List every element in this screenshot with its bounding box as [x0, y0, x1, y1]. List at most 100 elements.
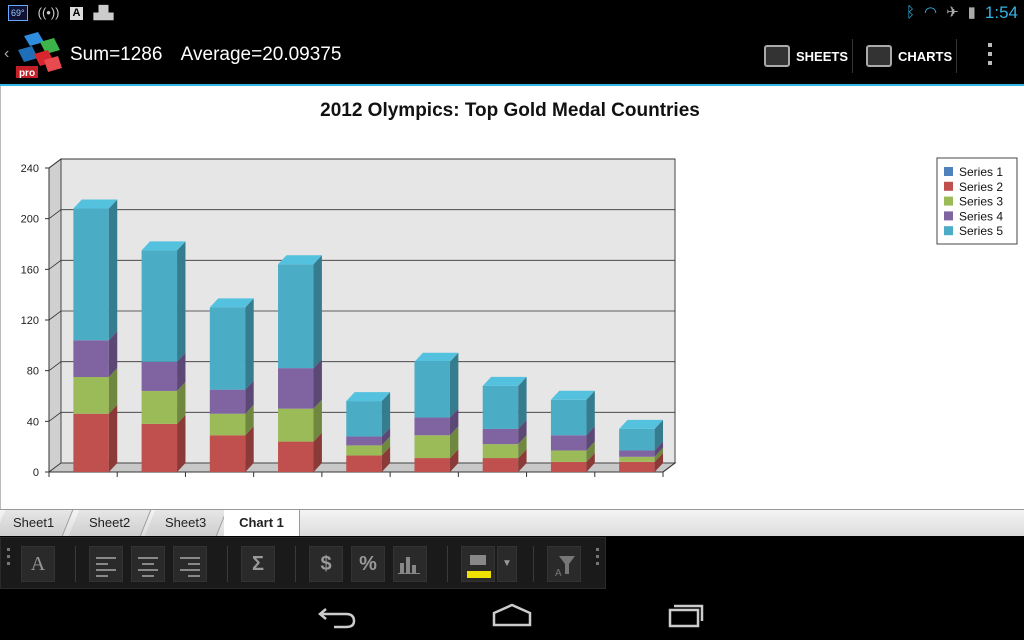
bar-segment-side — [654, 452, 664, 472]
tab-chart1[interactable]: Chart 1 — [224, 510, 300, 536]
bar-segment — [278, 264, 314, 369]
gridline — [48, 158, 675, 169]
floor-edge — [662, 462, 676, 473]
bar-segment-side — [449, 426, 459, 459]
highlight-dropdown-icon[interactable]: ▼ — [497, 546, 517, 582]
bar-segment-side — [245, 426, 254, 472]
stacked-bar-chart[interactable]: 2012 Olympics: Top Gold Medal Countries 0… — [1, 86, 1023, 510]
bar-segment — [550, 450, 587, 462]
bar-segment-side — [381, 427, 391, 446]
bar-segment-side — [654, 441, 664, 457]
battery-icon: ▮ — [967, 4, 976, 21]
legend-entry: Series 1 — [959, 165, 1003, 179]
toolbar-grip-left[interactable] — [4, 544, 12, 584]
bar-segment-side — [654, 419, 664, 451]
gridline — [48, 310, 675, 321]
align-left-button[interactable] — [89, 546, 123, 582]
insert-chart-button[interactable] — [393, 546, 427, 582]
legend-swatch — [944, 167, 953, 176]
tab-sheet3[interactable]: Sheet3 — [144, 510, 228, 536]
bar-top — [141, 241, 186, 251]
bar-segment — [209, 307, 246, 390]
bar-segment-side — [518, 376, 527, 429]
bar-top — [346, 392, 391, 402]
bar-segment — [209, 389, 246, 414]
align-right-button[interactable] — [173, 546, 207, 582]
bar-segment — [73, 340, 109, 377]
toolbar-grip-right[interactable] — [593, 544, 601, 584]
app-logo-icon[interactable]: pro — [14, 32, 62, 80]
bar-segment — [414, 417, 450, 436]
sort-filter-button[interactable]: A — [547, 546, 581, 582]
bar-top — [414, 352, 459, 362]
charts-icon — [866, 45, 892, 67]
bar-segment — [346, 401, 382, 437]
divider — [852, 39, 853, 73]
y-tick-label: 0 — [33, 467, 39, 479]
font-format-button[interactable]: A — [21, 546, 55, 582]
recent-apps-icon[interactable] — [664, 601, 708, 629]
selection-summary: Sum=1286 Average=20.09375 — [70, 44, 355, 66]
bar-segment — [619, 456, 655, 462]
sum-text: Sum=1286 — [70, 44, 163, 65]
status-bar: 69° ((•)) A ▟▙ ᛒ ◠ ✈ ▮ 1:54 — [0, 0, 1024, 27]
bar-segment — [414, 458, 450, 472]
sheets-button[interactable]: SHEETS — [764, 37, 848, 75]
bar-segment — [482, 458, 519, 472]
highlight-color-button[interactable] — [461, 546, 495, 582]
charts-label: CHARTS — [898, 48, 953, 64]
bar-segment — [619, 450, 655, 457]
highlighter-icon — [467, 555, 491, 578]
sheets-icon — [764, 45, 790, 67]
y-tick-label: 240 — [21, 163, 39, 175]
bar-segment — [550, 399, 587, 436]
wifi-icon: ◠ — [923, 4, 938, 21]
y-tick-label: 40 — [27, 416, 39, 428]
bar-top — [278, 255, 322, 265]
bar-segment — [619, 428, 655, 451]
bar-segment-side — [586, 426, 595, 451]
bar-segment — [141, 361, 178, 391]
currency-format-button[interactable]: $ — [309, 546, 343, 582]
gridline — [48, 259, 675, 270]
back-icon[interactable] — [316, 601, 360, 629]
align-center-button[interactable] — [131, 546, 165, 582]
bluetooth-icon: ᛒ — [905, 4, 915, 21]
bar-segment-side — [177, 381, 186, 424]
bar-segment — [414, 361, 450, 418]
bar-segment-side — [177, 414, 186, 472]
back-chevron-icon[interactable]: ‹ — [4, 45, 10, 62]
navigation-bar — [0, 589, 1024, 640]
percent-format-button[interactable]: % — [351, 546, 385, 582]
y-tick-label: 80 — [27, 366, 39, 378]
legend-entry: Series 3 — [959, 195, 1003, 209]
tab-sheet2[interactable]: Sheet2 — [68, 510, 152, 536]
bar-segment-side — [518, 419, 527, 445]
bar-segment-side — [586, 452, 595, 472]
bar-segment — [482, 444, 519, 459]
bar-segment-side — [245, 298, 254, 390]
bar-segment — [73, 377, 109, 414]
autosum-button[interactable]: Σ — [241, 546, 275, 582]
bar-segment-side — [108, 404, 118, 472]
bar-segment-side — [381, 436, 391, 456]
temperature-badge: 69° — [8, 5, 28, 21]
gridline — [48, 209, 675, 219]
bar-segment — [141, 250, 178, 362]
bar-segment — [482, 428, 519, 445]
home-icon[interactable] — [490, 601, 534, 629]
bar-segment — [141, 423, 178, 472]
bar-segment-side — [245, 380, 254, 414]
sheet-tab-strip: Sheet1 Sheet2 Sheet3 Chart 1 — [0, 509, 1024, 536]
bar-segment — [346, 445, 382, 456]
tab-sheet1[interactable]: Sheet1 — [0, 510, 74, 536]
gridline — [48, 411, 675, 422]
y-tick-label: 200 — [21, 214, 39, 226]
logo-text: pro — [19, 68, 35, 79]
charts-button[interactable]: CHARTS — [866, 37, 952, 75]
legend-entry: Series 2 — [959, 180, 1003, 194]
action-bar-underline — [0, 84, 1024, 86]
overflow-menu-icon[interactable] — [984, 43, 996, 71]
bar-segment-side — [108, 331, 118, 377]
bar-segment-side — [313, 255, 322, 369]
